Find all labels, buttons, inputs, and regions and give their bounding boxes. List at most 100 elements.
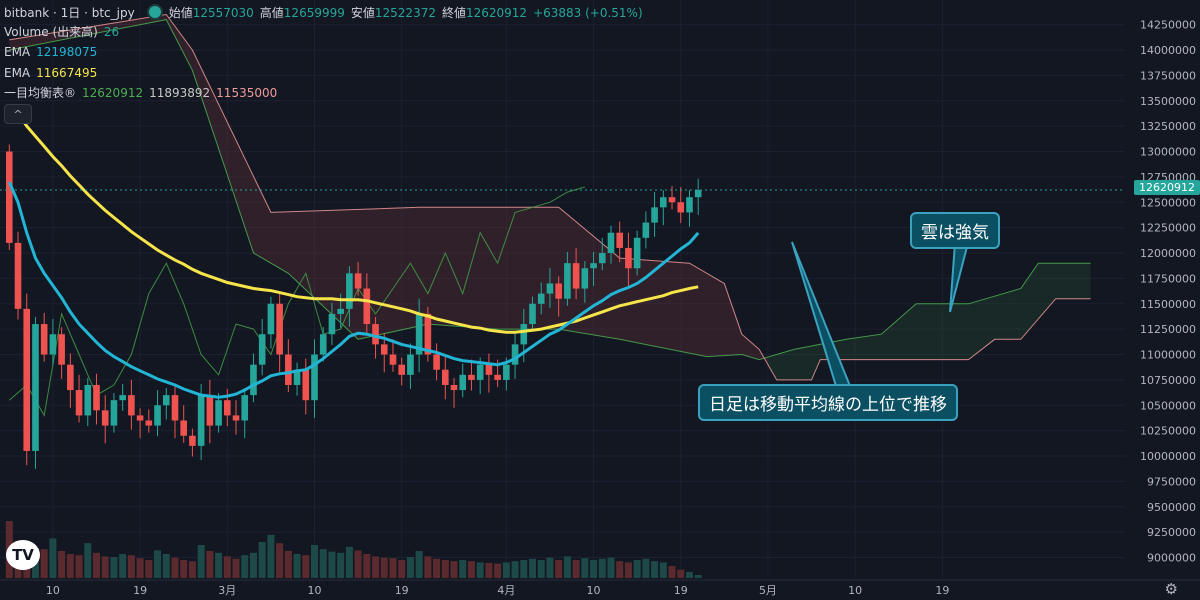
cloud-segment — [523, 207, 529, 330]
cloud-segment — [257, 185, 263, 259]
volume-bar — [127, 555, 135, 578]
last-price-tag: 12620912 — [1134, 180, 1200, 195]
cloud-segment — [375, 208, 380, 336]
volume-bar — [563, 556, 571, 578]
symbol-label[interactable]: bitbank · 1日 · btc_jpy — [4, 6, 135, 20]
ema-short-value: 12198075 — [36, 45, 98, 59]
time-tick-label: 10 — [848, 584, 862, 597]
cloud-segment — [371, 208, 376, 337]
volume-bar — [616, 561, 624, 578]
cloud-segment — [218, 104, 223, 162]
cloud-segment — [392, 208, 398, 332]
cloud-segment — [946, 303, 952, 360]
cloud-segment — [606, 247, 611, 338]
volume-bar — [502, 562, 510, 578]
cloud-segment — [815, 344, 821, 370]
price-tick-label: 11750000 — [1140, 272, 1196, 285]
candle-body — [616, 232, 623, 248]
annotation-trend: 日足は移動平均線の上位で推移 — [698, 384, 958, 421]
volume-bar — [258, 542, 266, 578]
cloud-segment — [837, 340, 843, 360]
low-value: 12522372 — [374, 6, 436, 20]
candle-body — [581, 268, 589, 289]
candle-body — [598, 253, 606, 264]
cloud-segment — [262, 194, 267, 261]
time-axis[interactable]: 10 19 3月 10 19 4月 10 19 5月 10 19 — [0, 579, 1200, 597]
collapse-legend-button[interactable]: ^ — [4, 104, 32, 124]
cloud-segment — [388, 208, 393, 333]
cloud-segment — [1020, 282, 1026, 340]
volume-legend[interactable]: Volume (出来高) 26 — [4, 24, 125, 40]
volume-bar — [154, 550, 162, 578]
price-tick-label: 9500000 — [1147, 501, 1196, 514]
cloud-segment — [436, 207, 441, 326]
time-tick-label: 19 — [674, 584, 688, 597]
time-tick-label: 19 — [133, 584, 147, 597]
ema-long-legend[interactable]: EMA 11667495 — [4, 65, 103, 81]
cloud-segment — [113, 22, 119, 30]
cloud-segment — [397, 207, 402, 331]
candle-body — [642, 222, 650, 238]
cloud-segment — [1007, 291, 1013, 340]
candle-body — [398, 364, 405, 375]
candle-body — [136, 415, 144, 421]
gear-icon[interactable]: ⚙ — [1164, 580, 1178, 598]
cloud-segment — [100, 24, 106, 33]
cloud-segment — [711, 275, 716, 357]
tradingview-logo[interactable]: TV — [6, 540, 40, 570]
candle-body — [442, 369, 449, 385]
candle-body — [32, 324, 39, 451]
volume-bar — [188, 561, 196, 578]
cloud-segment — [846, 338, 851, 360]
close-label: 終値 — [441, 6, 466, 20]
volume-bar — [328, 551, 336, 578]
low-label: 安値 — [350, 6, 375, 20]
cloud-segment — [432, 207, 437, 325]
volume-bar — [267, 534, 275, 578]
volume-bar — [546, 557, 554, 578]
cloud-segment — [1016, 288, 1021, 340]
cloud-segment — [475, 207, 481, 328]
ichimoku-value-2: 11893892 — [149, 86, 211, 100]
cloud-segment — [13, 38, 19, 50]
cloud-segment — [65, 30, 71, 40]
cloud-segment — [951, 303, 956, 360]
chevron-up-icon: ^ — [13, 107, 23, 121]
candle-body — [337, 308, 344, 314]
price-tick-label: 13500000 — [1140, 95, 1196, 108]
cloud-segment — [1046, 263, 1052, 309]
candle-body — [171, 395, 179, 421]
cloud-segment — [916, 303, 921, 360]
time-tick-label: 4月 — [497, 584, 515, 597]
volume-bar — [590, 560, 598, 578]
volume-bar — [293, 554, 301, 578]
volume-bar — [415, 551, 423, 578]
ema-short-legend[interactable]: EMA 12198075 — [4, 44, 103, 60]
cloud-segment — [715, 278, 720, 357]
candle-body — [694, 190, 702, 198]
volume-bar — [581, 558, 589, 578]
cloud-segment — [440, 207, 446, 326]
cloud-segment — [1055, 263, 1061, 299]
cloud-segment — [35, 34, 40, 45]
ichimoku-legend[interactable]: 一目均衡表® 12620912 11893892 11535000 — [4, 85, 283, 101]
cloud-segment — [179, 32, 184, 54]
cloud-segment — [467, 207, 472, 328]
volume-bar — [197, 545, 205, 578]
cloud-segment — [1060, 263, 1065, 299]
price-tick-label: 9000000 — [1147, 552, 1196, 565]
cloud-segment — [131, 19, 136, 27]
cloud-segment — [244, 158, 250, 240]
volume-bar — [354, 550, 362, 578]
candle-body — [258, 334, 266, 365]
cloud-segment — [532, 207, 537, 330]
volume-bar — [555, 560, 563, 578]
volume-bar — [345, 546, 353, 578]
cloud-segment — [907, 307, 912, 360]
cloud-segment — [672, 261, 677, 351]
volume-bar — [380, 557, 388, 578]
volume-bar — [171, 557, 179, 578]
price-axis[interactable]: 14250000 14000000 13750000 13500000 13250000… — [1125, 0, 1200, 580]
cloud-segment — [480, 207, 485, 329]
